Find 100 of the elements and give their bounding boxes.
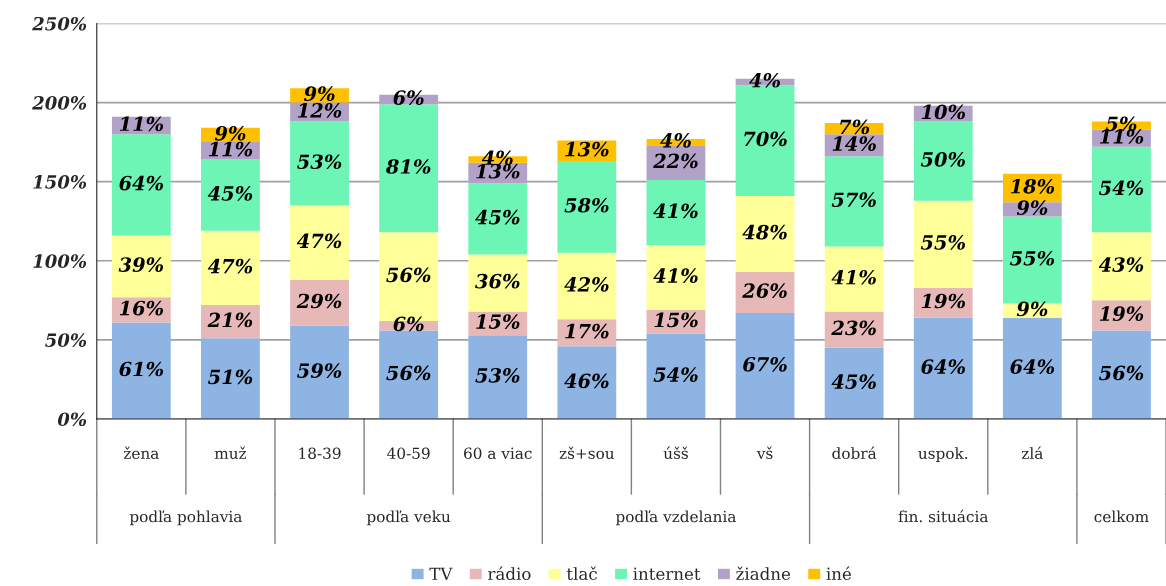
x-tick-label: 40-59 (387, 447, 430, 460)
data-label: 21% (207, 312, 253, 328)
x-tick-label: 60 a viac (464, 447, 532, 460)
y-tick-label: 50% (45, 333, 87, 347)
x-tick-label: zš+sou (559, 446, 615, 460)
data-label: 70% (744, 131, 787, 147)
bar (824, 311, 884, 348)
data-label: 41% (831, 269, 876, 285)
data-label: 13% (476, 163, 520, 179)
legend-label: internet (633, 567, 701, 581)
data-label: 43% (1098, 257, 1144, 272)
y-tick-label: 200% (32, 96, 87, 110)
text: podľa veku (366, 510, 451, 526)
data-label: 64% (921, 359, 965, 374)
legend-label: iné (826, 566, 851, 581)
bar (201, 230, 260, 306)
text: podľa pohlavia (129, 510, 242, 526)
legend-label: tlač (566, 566, 597, 581)
data-label: 29% (296, 293, 342, 309)
bar (646, 333, 706, 419)
bar (1092, 232, 1151, 301)
data-label: 9% (1016, 200, 1048, 215)
data-label: 4% (749, 72, 781, 88)
data-label: 9% (1016, 301, 1048, 317)
data-label: 15% (476, 314, 520, 329)
data-label: 61% (119, 361, 164, 377)
data-label: 42% (564, 277, 609, 292)
data-label: 18% (1010, 178, 1055, 194)
text: fin. situácia (898, 509, 989, 523)
x-tick-label: muž (214, 446, 247, 460)
data-label: 45% (475, 209, 520, 225)
data-label: 6% (393, 316, 424, 332)
data-label: 54% (653, 367, 698, 382)
data-label: 57% (831, 192, 876, 208)
data-label: 17% (565, 323, 609, 339)
y-tick-label: 100% (33, 254, 87, 268)
bar (111, 134, 171, 236)
data-label: 41% (653, 203, 698, 219)
bar (646, 244, 706, 310)
bar (735, 195, 795, 272)
data-label: 47% (207, 258, 253, 274)
data-label: 12% (298, 102, 342, 118)
data-label: 53% (297, 154, 342, 170)
legend-label: rádio (488, 566, 531, 581)
data-label: 19% (921, 293, 965, 309)
data-label: 64% (119, 175, 164, 191)
data-label: 58% (564, 197, 609, 213)
data-label: 26% (742, 283, 787, 299)
bar (290, 205, 349, 280)
data-label: 67% (743, 356, 787, 372)
data-label: 59% (297, 363, 342, 378)
data-label: 47% (296, 233, 342, 249)
bar (913, 200, 973, 288)
data-label: 6% (393, 90, 424, 106)
data-label: 54% (1099, 180, 1144, 196)
data-label: 56% (1099, 365, 1144, 381)
bar (913, 121, 973, 201)
bar (290, 121, 349, 206)
data-label: 81% (386, 159, 431, 174)
data-label: 56% (386, 267, 431, 283)
data-label: 13% (565, 141, 609, 157)
text: celkom (1094, 510, 1149, 523)
data-label: 48% (742, 224, 787, 240)
y-tick-label: 0% (57, 412, 87, 427)
data-label: 14% (832, 136, 876, 151)
data-label: 55% (920, 235, 965, 250)
data-label: 9% (304, 86, 335, 102)
data-label: 64% (1010, 359, 1055, 374)
bar (290, 279, 349, 326)
x-tick-label: žena (123, 446, 159, 460)
data-label: 15% (654, 312, 698, 328)
y-tick-label: 250% (32, 16, 87, 31)
bar (1092, 146, 1151, 233)
y-tick-label: 150% (33, 175, 87, 189)
bar (201, 159, 260, 231)
bar (201, 338, 260, 419)
bar (468, 183, 528, 255)
bar (913, 317, 973, 419)
bar (557, 346, 617, 419)
data-label: 36% (475, 273, 520, 289)
x-tick-label: vš (756, 446, 773, 460)
x-tick-label: dobrá (832, 446, 877, 460)
data-label: 10% (921, 104, 965, 120)
x-tick-label: úšš (663, 446, 688, 460)
bar (557, 252, 617, 320)
data-label: 19% (1099, 306, 1144, 321)
data-label: 16% (119, 300, 164, 316)
data-label: 45% (831, 374, 876, 390)
data-label: 53% (475, 368, 520, 383)
bar (735, 312, 795, 419)
bar (468, 335, 528, 419)
data-label: 11% (119, 116, 164, 132)
data-label: 41% (653, 268, 698, 284)
legend-label: TV (429, 567, 453, 580)
bar (290, 325, 349, 419)
bar (824, 246, 884, 312)
data-label: 55% (1009, 250, 1055, 266)
data-label: 9% (214, 125, 246, 141)
bar (824, 347, 884, 419)
data-label: 22% (653, 153, 698, 169)
